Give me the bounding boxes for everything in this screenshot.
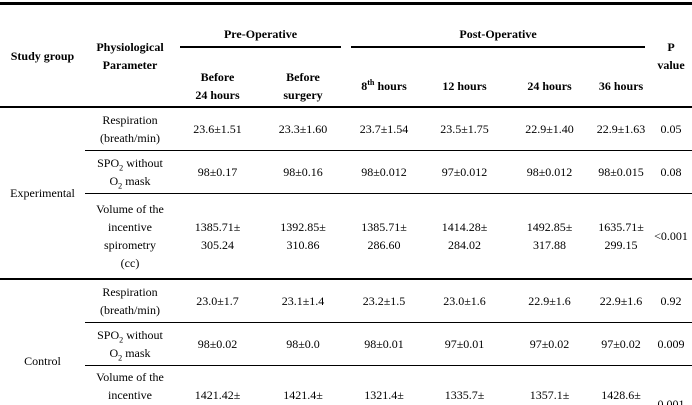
- header-36-hours: 36 hours: [592, 66, 651, 108]
- row-experimental-volume: Volume of the incentive spirometry (cc) …: [0, 193, 692, 280]
- header-physiological-parameter: Physiological Parameter: [85, 3, 175, 108]
- value-cell: 1421.42± 307.8: [194, 387, 241, 402]
- p-value-cell: 0.08: [650, 150, 692, 194]
- value-cell: 1385.71± 305.24: [175, 193, 260, 280]
- value-cell: 1414.28± 284.02: [422, 193, 508, 280]
- value-cell: 1321.4± 268.2: [364, 387, 404, 402]
- value-cell: 97±0.01: [422, 322, 508, 366]
- param-text: SPO: [97, 327, 120, 342]
- header-24-hours: 24 hours: [507, 66, 593, 108]
- header-before-24-hours: Before 24 hours: [175, 66, 260, 108]
- value-cell: 23.0±1.6: [422, 279, 508, 323]
- value-cell: 98±0.16: [260, 150, 347, 194]
- row-control-respiration: Control Respiration (breath/min) 23.0±1.…: [0, 279, 692, 368]
- value-cell: 98±0.17: [175, 150, 260, 194]
- value-cell: 1357.1± 273.1: [529, 387, 570, 402]
- group-label-experimental: Experimental: [0, 107, 85, 280]
- parameter-cell: Volume of the incentive spirometry (cc): [85, 193, 175, 280]
- value-cell: 98±0.012: [346, 150, 423, 194]
- param-text: mask: [122, 173, 151, 188]
- value-cell: 1335.7± 270.7: [444, 387, 485, 402]
- header-post-operative: Post-Operative: [346, 4, 650, 67]
- header-8th-hours: 8th hours: [346, 66, 423, 108]
- value-cell: 97±0.02: [592, 322, 651, 366]
- p-value-cell: 0.001: [657, 396, 685, 405]
- row-control-volume: Volume of the incentive spirometry (cc) …: [0, 365, 692, 405]
- param-text: without O: [109, 327, 163, 360]
- param-sub: 2: [118, 180, 123, 190]
- parameter-cell: SPO2 without O2 mask: [85, 322, 175, 366]
- p-value-cell: 0.92: [650, 279, 692, 323]
- value-cell: 98±0.01: [346, 322, 423, 366]
- post-operative-label: Post-Operative: [351, 25, 646, 48]
- value-cell: 1385.71± 286.60: [346, 193, 423, 280]
- pre-operative-label: Pre-Operative: [180, 25, 342, 48]
- value-cell: 98±0.0: [260, 322, 347, 366]
- value-cell: 22.9±1.6: [592, 279, 651, 323]
- value-cell: 98±0.02: [175, 322, 260, 366]
- value-cell: 98±0.012: [507, 150, 593, 194]
- value-cell: 1635.71± 299.15: [592, 193, 651, 280]
- value-cell: 23.7±1.54: [346, 107, 423, 151]
- header-8th-sup: th: [367, 78, 375, 87]
- param-text: without O: [109, 155, 163, 188]
- header-row-groups: Study group Physiological Parameter Pre-…: [0, 3, 692, 108]
- p-value-cell: 0.009: [650, 322, 692, 366]
- parameter-cell: Respiration (breath/min): [85, 107, 175, 151]
- header-row-timepoints: Before 24 hours Before surgery 8th hours…: [0, 66, 692, 108]
- row-experimental-respiration: Experimental Respiration (breath/min) 23…: [0, 107, 692, 280]
- param-text: SPO: [97, 155, 120, 170]
- value-cell: 23.3±1.60: [260, 107, 347, 151]
- parameter-cell: Respiration (breath/min): [85, 279, 175, 323]
- header-before-surgery: Before surgery: [260, 66, 347, 108]
- p-value-cell: 0.05: [650, 107, 692, 151]
- parameter-cell: Volume of the incentive spirometry (cc): [96, 369, 164, 402]
- value-cell: 22.9±1.6: [507, 279, 593, 323]
- value-cell: 23.1±1.4: [260, 279, 347, 323]
- value-cell: 1421.4± 307.8: [283, 387, 323, 402]
- group-label-control: Control: [24, 353, 61, 368]
- value-cell: 23.0±1.7: [175, 279, 260, 323]
- value-cell: 97±0.02: [507, 322, 593, 366]
- header-p-value: P value: [650, 3, 692, 108]
- parameter-cell: SPO2 without O2 mask: [85, 150, 175, 194]
- value-cell: 1428.6± 300.6: [601, 387, 641, 402]
- value-cell: 97±0.012: [422, 150, 508, 194]
- param-sub: 2: [119, 334, 124, 344]
- value-cell: 22.9±1.63: [592, 107, 651, 151]
- value-cell: 23.5±1.75: [422, 107, 508, 151]
- header-study-group: Study group: [0, 3, 85, 108]
- header-12-hours: 12 hours: [422, 66, 508, 108]
- row-experimental-spo2: SPO2 without O2 mask 98±0.17 98±0.16 98±…: [0, 150, 692, 194]
- value-cell: 23.2±1.5: [346, 279, 423, 323]
- param-sub: 2: [119, 162, 124, 172]
- header-pre-operative: Pre-Operative: [175, 4, 346, 67]
- header-8th-rest: hours: [374, 79, 407, 93]
- value-cell: 23.6±1.51: [175, 107, 260, 151]
- value-cell: 1492.85± 317.88: [507, 193, 593, 280]
- param-text: mask: [122, 345, 151, 360]
- p-value-cell: <0.001: [650, 193, 692, 280]
- row-control-spo2: SPO2 without O2 mask 98±0.02 98±0.0 98±0…: [0, 322, 692, 366]
- param-sub: 2: [118, 352, 123, 362]
- header-8th-num: 8: [361, 79, 368, 93]
- value-cell: 22.9±1.40: [507, 107, 593, 151]
- value-cell: 1392.85± 310.86: [260, 193, 347, 280]
- value-cell: 98±0.015: [592, 150, 651, 194]
